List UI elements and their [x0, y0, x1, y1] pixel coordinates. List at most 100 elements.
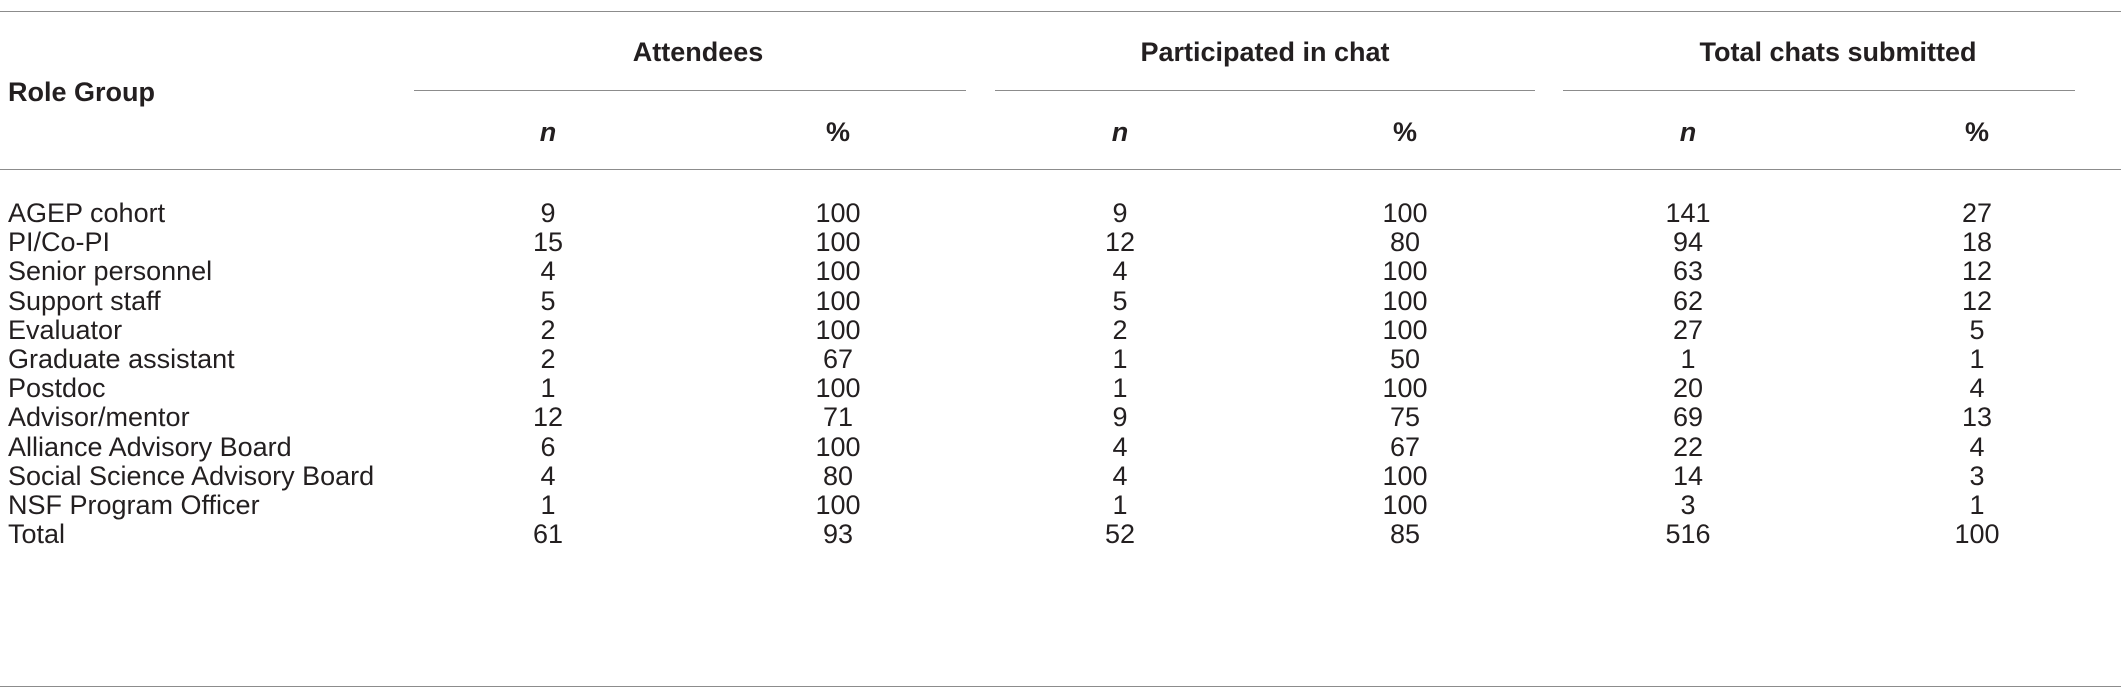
table-top-rule	[0, 11, 2121, 12]
total-chats-n-cell: 62	[1672, 285, 1704, 316]
attendees-pct-cell: 100	[815, 490, 861, 520]
participated-pct-cell: 80	[1389, 227, 1421, 258]
participated-n-cell: 4	[1112, 256, 1128, 287]
total-chats-pct-cell: 4	[1969, 373, 1985, 404]
total-chats-group-rule	[1563, 90, 2075, 91]
attendees-pct-cell: 93	[822, 519, 854, 550]
total-chats-pct-cell: 1	[1969, 344, 1985, 374]
attendees-pct-cell: 71	[822, 402, 854, 433]
participated-pct-cell: 100	[1382, 256, 1428, 287]
total-chats-pct-cell: 13	[1961, 402, 1993, 433]
attendees-pct-cell: 100	[815, 198, 861, 228]
attendees-n-header: n	[539, 117, 557, 147]
attendees-n-cell: 4	[540, 256, 556, 287]
attendees-pct-header: %	[825, 117, 851, 147]
total-chats-n-cell: 1	[1680, 344, 1696, 374]
total-chats-pct-cell: 3	[1969, 460, 1985, 491]
participated-pct-cell: 75	[1389, 402, 1421, 433]
attendees-header: Attendees	[632, 37, 764, 67]
participated-pct-cell: 50	[1389, 344, 1421, 374]
total-chats-n-cell: 141	[1665, 198, 1711, 228]
total-chats-n-cell: 14	[1672, 460, 1704, 491]
participated-pct-cell: 100	[1382, 198, 1428, 228]
attendees-n-cell: 2	[540, 314, 556, 345]
participated-n-cell: 1	[1112, 344, 1128, 374]
table-bottom-rule	[0, 686, 2121, 687]
total-chats-n-cell: 516	[1665, 519, 1711, 550]
participated-n-cell: 52	[1104, 519, 1136, 550]
participated-n-cell: 1	[1112, 373, 1128, 404]
participated-n-cell: 1	[1112, 490, 1128, 520]
attendees-pct-cell: 67	[822, 344, 854, 374]
participated-pct-cell: 100	[1382, 314, 1428, 345]
participated-n-cell: 4	[1112, 460, 1128, 491]
participated-n-cell: 12	[1104, 227, 1136, 258]
row-label: Graduate assistant	[8, 344, 235, 374]
attendees-n-cell: 1	[540, 490, 556, 520]
attendees-n-cell: 1	[540, 373, 556, 404]
attendees-n-cell: 15	[532, 227, 564, 258]
total-chats-n-cell: 27	[1672, 314, 1704, 345]
row-label: Alliance Advisory Board	[8, 431, 292, 462]
attendees-pct-cell: 100	[815, 431, 861, 462]
total-chats-pct-cell: 5	[1969, 314, 1985, 345]
row-label: Postdoc	[8, 373, 106, 404]
total-chats-pct-cell: 27	[1961, 198, 1993, 228]
participated-pct-header: %	[1392, 117, 1418, 147]
row-label: Evaluator	[8, 314, 123, 345]
row-label: Support staff	[8, 285, 161, 316]
attendees-pct-cell: 100	[815, 256, 861, 287]
attendees-n-cell: 6	[540, 431, 556, 462]
attendees-n-cell: 5	[540, 285, 556, 316]
participated-n-cell: 5	[1112, 285, 1128, 316]
row-label: Advisor/mentor	[8, 402, 190, 433]
total-chats-pct-cell: 18	[1961, 227, 1993, 258]
attendees-pct-cell: 100	[815, 373, 861, 404]
row-label: AGEP cohort	[8, 198, 166, 228]
participated-pct-cell: 85	[1389, 519, 1421, 550]
participated-header: Participated in chat	[1140, 37, 1390, 67]
participated-pct-cell: 100	[1382, 373, 1428, 404]
total-chats-n-cell: 94	[1672, 227, 1704, 258]
total-chats-pct-cell: 100	[1954, 519, 2000, 550]
attendees-pct-cell: 100	[815, 314, 861, 345]
attendees-n-cell: 4	[540, 460, 556, 491]
total-chats-n-cell: 63	[1672, 256, 1704, 287]
total-chats-pct-header: %	[1964, 117, 1990, 147]
total-chats-n-cell: 69	[1672, 402, 1704, 433]
total-chats-n-cell: 3	[1680, 490, 1696, 520]
participated-n-cell: 2	[1112, 314, 1128, 345]
row-label: Senior personnel	[8, 256, 213, 287]
participated-pct-cell: 100	[1382, 285, 1428, 316]
total-chats-n-header: n	[1679, 117, 1697, 147]
attendees-pct-cell: 100	[815, 285, 861, 316]
participated-pct-cell: 100	[1382, 490, 1428, 520]
total-chats-pct-cell: 4	[1969, 431, 1985, 462]
participated-pct-cell: 67	[1389, 431, 1421, 462]
row-label: Social Science Advisory Board	[8, 460, 375, 491]
participated-n-cell: 9	[1112, 198, 1128, 228]
participated-n-header: n	[1111, 117, 1129, 147]
role-group-header: Role Group	[8, 77, 155, 107]
row-label: Total	[8, 519, 66, 550]
total-chats-n-cell: 20	[1672, 373, 1704, 404]
participated-n-cell: 9	[1112, 402, 1128, 433]
table-header-rule	[0, 169, 2121, 170]
attendees-pct-cell: 80	[822, 460, 854, 491]
attendees-n-cell: 2	[540, 344, 556, 374]
attendees-pct-cell: 100	[815, 227, 861, 258]
total-chats-pct-cell: 12	[1961, 285, 1993, 316]
attendees-n-cell: 61	[532, 519, 564, 550]
attendees-group-rule	[414, 90, 966, 91]
total-chats-pct-cell: 1	[1969, 490, 1985, 520]
participated-pct-cell: 100	[1382, 460, 1428, 491]
row-label: NSF Program Officer	[8, 490, 260, 520]
attendees-n-cell: 9	[540, 198, 556, 228]
total-chats-header: Total chats submitted	[1699, 37, 1977, 67]
attendees-n-cell: 12	[532, 402, 564, 433]
total-chats-pct-cell: 12	[1961, 256, 1993, 287]
total-chats-n-cell: 22	[1672, 431, 1704, 462]
participated-group-rule	[995, 90, 1535, 91]
row-label: PI/Co-PI	[8, 227, 111, 258]
participated-n-cell: 4	[1112, 431, 1128, 462]
